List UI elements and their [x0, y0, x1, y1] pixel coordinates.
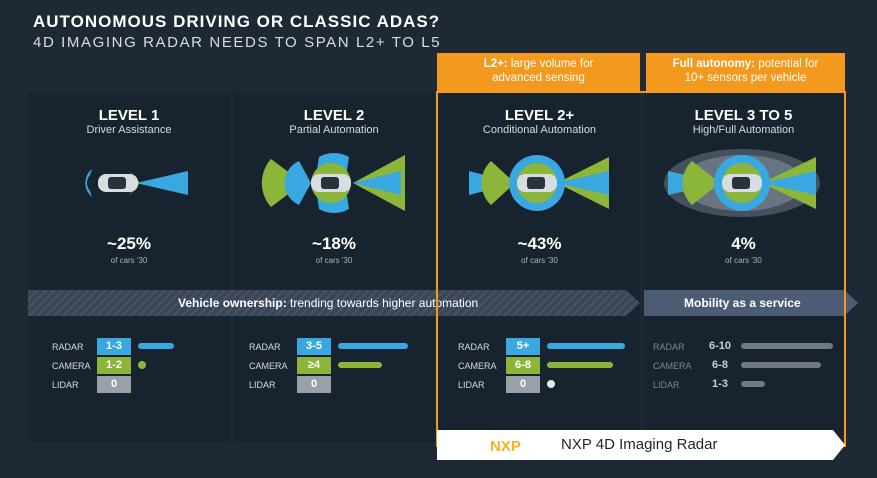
level-share-note: of cars '30: [725, 256, 762, 265]
ownership-band: [28, 290, 640, 316]
level-2-car-sensor-icon: [261, 152, 405, 214]
radar-count-badge: 5+: [506, 338, 540, 355]
level-share: ~43%: [517, 234, 562, 253]
camera-count-badge: 6-8: [506, 357, 540, 374]
camera-label: CAMERA: [52, 361, 91, 371]
lidar-bar: [741, 381, 765, 387]
level-subtitle: Conditional Automation: [482, 124, 597, 136]
level-title: LEVEL 2: [303, 107, 365, 124]
lidar-label: LIDAR: [52, 380, 79, 390]
nxp-banner: [437, 430, 845, 460]
level-title: LEVEL 3 TO 5: [694, 107, 793, 124]
level-3-5-car-sensor-icon: [664, 149, 820, 217]
lidar-count-badge: 1-3: [712, 378, 728, 390]
camera-label: CAMERA: [653, 361, 692, 371]
svg-text:NXP: NXP: [490, 438, 521, 454]
lidar-label: LIDAR: [653, 380, 680, 390]
nxp-banner-label: NXP 4D Imaging Radar: [561, 436, 718, 453]
full-autonomy-callout-text2: 10+ sensors per vehicle: [684, 72, 807, 84]
radar-bar: [547, 343, 625, 349]
radar-bar: [138, 343, 174, 349]
lidar-count-badge: 0: [297, 376, 331, 393]
l2plus-callout-text2: advanced sensing: [492, 72, 585, 84]
level-share: 4%: [731, 234, 756, 253]
lidar-dot: [547, 380, 555, 388]
camera-label: CAMERA: [249, 361, 288, 371]
page-subtitle: 4D IMAGING RADAR NEEDS TO SPAN L2+ TO L5: [33, 34, 442, 51]
ownership-band-label: Vehicle ownership: trending towards high…: [178, 296, 478, 310]
camera-bar: [547, 362, 613, 368]
lidar-count-badge: 0: [97, 376, 131, 393]
radar-label: RADAR: [458, 342, 490, 352]
level-share-note: of cars '30: [521, 256, 558, 265]
radar-label: RADAR: [52, 342, 84, 352]
l2plus-callout: L2+: large volume for advanced sensing: [437, 53, 640, 91]
page-title: AUTONOMOUS DRIVING OR CLASSIC ADAS?: [33, 12, 441, 31]
level-share-note: of cars '30: [110, 256, 148, 265]
level-2-panel: LEVEL 2 Partial Automation ~18% of cars …: [233, 93, 435, 442]
level-title: LEVEL 1: [98, 107, 160, 124]
level-subtitle: Partial Automation: [289, 124, 379, 136]
maas-band: [644, 290, 858, 316]
l2plus-callout-text: large volume for: [510, 58, 594, 70]
level-share-note: of cars '30: [315, 256, 353, 265]
level-2plus-car-sensor-icon: [469, 155, 609, 211]
camera-label: CAMERA: [458, 361, 497, 371]
camera-dot: [138, 361, 146, 369]
level-title: LEVEL 2+: [504, 107, 575, 124]
ownership-band-bold: Vehicle ownership:: [178, 296, 287, 310]
level-subtitle: High/Full Automation: [692, 124, 795, 136]
lidar-label: LIDAR: [458, 380, 485, 390]
lidar-label: LIDAR: [249, 380, 276, 390]
camera-count-badge: 1-2: [97, 357, 131, 374]
camera-bar: [338, 362, 382, 368]
radar-bar: [741, 343, 833, 349]
camera-count-badge: 6-8: [712, 359, 728, 371]
level-subtitle: Driver Assistance: [86, 124, 172, 136]
full-autonomy-callout-bold: Full autonomy:: [672, 58, 756, 70]
ownership-band-text: trending towards higher automation: [290, 296, 479, 310]
full-autonomy-callout: Full autonomy: potential for 10+ sensors…: [646, 53, 845, 91]
radar-label: RADAR: [249, 342, 281, 352]
level-1-car-sensor-icon: [85, 169, 188, 197]
nxp-highlight-frame: [436, 91, 846, 447]
radar-bar: [338, 343, 408, 349]
nxp-logo: NXP: [490, 438, 521, 454]
l2plus-callout-bold: L2+:: [483, 58, 508, 70]
radar-label: RADAR: [653, 342, 685, 352]
level-3-5-panel: LEVEL 3 TO 5 High/Full Automation 4% of …: [644, 93, 843, 442]
level-share: ~18%: [312, 234, 356, 253]
camera-count-badge: ≥4: [297, 357, 331, 374]
radar-count-badge: 3-5: [297, 338, 331, 355]
radar-count-badge: 1-3: [97, 338, 131, 355]
level-share: ~25%: [107, 234, 151, 253]
camera-bar: [741, 362, 821, 368]
maas-band-label: Mobility as a service: [684, 296, 801, 310]
full-autonomy-callout-text: potential for: [758, 58, 819, 70]
radar-count-badge: 6-10: [708, 340, 732, 352]
lidar-count-badge: 0: [506, 376, 540, 393]
